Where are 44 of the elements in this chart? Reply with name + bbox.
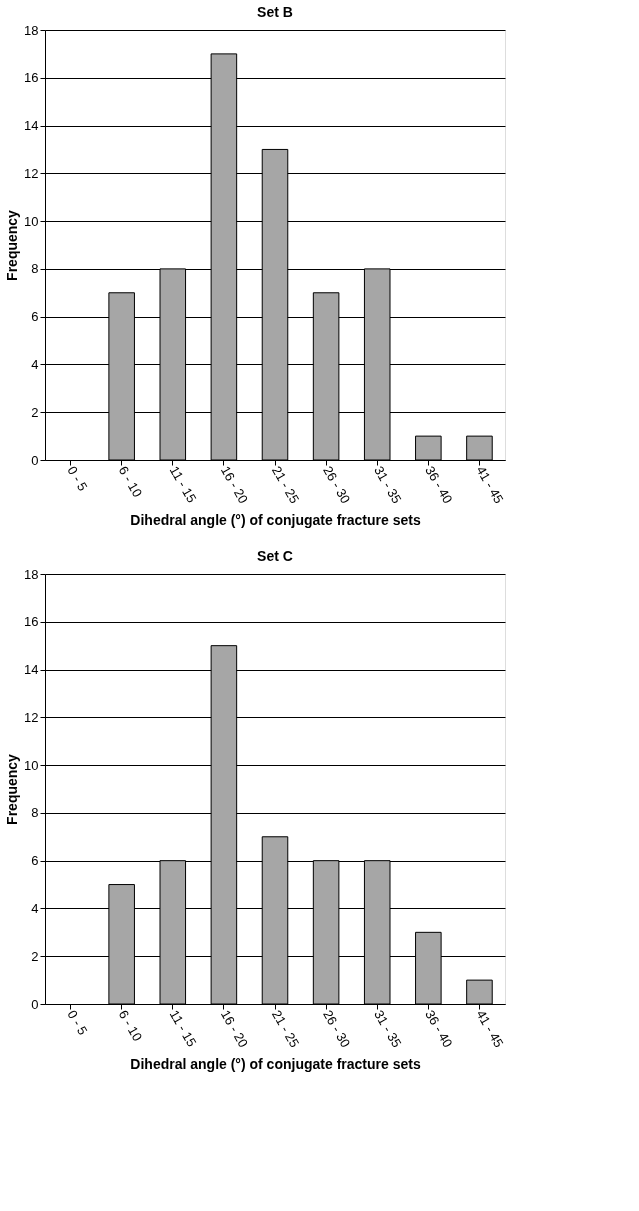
x-tick-label: 26 - 30: [320, 1007, 354, 1051]
x-tick-label: 41 - 45: [473, 1007, 507, 1051]
y-tick-label: 2: [31, 404, 39, 420]
x-tick-label: 6 - 10: [115, 463, 146, 500]
chart-title: Set C: [257, 548, 293, 564]
y-tick-label: 10: [24, 757, 39, 773]
x-tick-label: 21 - 25: [268, 1007, 303, 1051]
y-tick-label: 6: [31, 853, 39, 869]
x-tick-label: 0 - 5: [64, 463, 91, 494]
x-tick-label: 31 - 35: [371, 463, 405, 507]
y-axis-title: Frequency: [4, 209, 21, 281]
x-tick-label: 26 - 30: [320, 463, 354, 507]
x-tick-label: 0 - 5: [64, 1007, 91, 1038]
y-tick-label: 12: [24, 165, 39, 181]
y-tick-label: 0: [31, 452, 39, 468]
y-tick-label: 2: [31, 948, 39, 964]
y-tick-label: 16: [24, 614, 39, 630]
x-tick-label: 41 - 45: [473, 463, 507, 507]
x-tick-label: 11 - 15: [166, 463, 200, 506]
x-tick-label: 31 - 35: [371, 1007, 405, 1051]
x-tick-label: 11 - 15: [166, 1007, 200, 1050]
y-tick-label: 18: [24, 566, 39, 582]
y-tick-label: 14: [24, 118, 39, 134]
x-tick-label: 36 - 40: [422, 1007, 456, 1051]
y-tick-label: 8: [31, 261, 39, 277]
x-tick-label: 16 - 20: [217, 1007, 252, 1051]
y-tick-label: 8: [31, 805, 39, 821]
x-axis-title: Dihedral angle (°) of conjugate fracture sets: [130, 1056, 421, 1073]
x-tick-label: 36 - 40: [422, 463, 456, 507]
y-tick-label: 0: [31, 996, 39, 1012]
y-tick-label: 4: [31, 900, 39, 916]
y-tick-label: 18: [24, 22, 39, 38]
y-tick-label: 10: [24, 213, 39, 229]
y-tick-label: 16: [24, 70, 39, 86]
x-axis-title: Dihedral angle (°) of conjugate fracture sets: [130, 512, 421, 529]
chart-title: Set B: [257, 4, 293, 20]
y-tick-label: 4: [31, 356, 39, 372]
x-tick-label: 16 - 20: [217, 463, 252, 507]
y-tick-label: 12: [24, 709, 39, 725]
y-tick-label: 14: [24, 662, 39, 678]
y-axis-title: Frequency: [4, 753, 21, 825]
x-tick-label: 21 - 25: [268, 463, 303, 507]
x-tick-label: 6 - 10: [115, 1007, 146, 1044]
y-tick-label: 6: [31, 309, 39, 325]
